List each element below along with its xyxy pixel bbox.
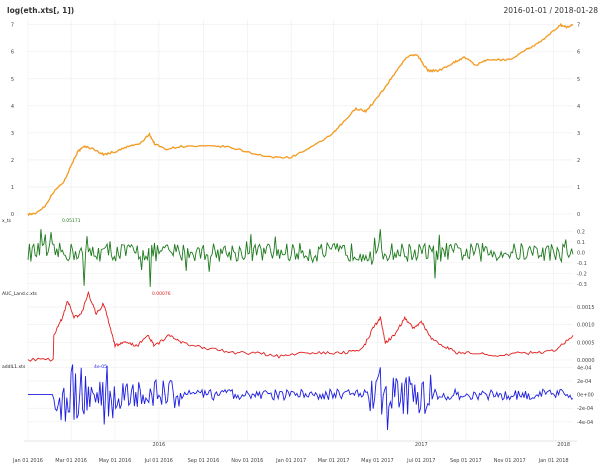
right-axis-tick-label: 0.2 [577,229,585,235]
panel-value-label: 0.00076 [152,291,171,297]
right-axis-tick-label: 5 [577,77,580,83]
right-axis-tick-label: 0.0000 [577,358,595,364]
right-axis-tick-label: 1 [577,185,580,191]
right-axis-tick-label: -4e-04 [577,420,593,426]
right-axis-tick-label: 4 [577,104,580,110]
left-axis-tick-label: 4 [11,104,14,110]
left-axis-tick-label: 6 [11,50,14,56]
x-tick-label: Nov 01 2017 [494,458,526,464]
right-axis-tick-label: 7 [577,23,580,29]
right-axis-tick-label: 0.1 [577,240,585,246]
year-label: 2018 [557,442,570,448]
right-axis-tick-label: 0.0010 [577,323,595,329]
right-axis-tick-label: -2e-04 [577,406,593,412]
series-line-addll1-xts [28,364,574,431]
x-tick-label: May 01 2017 [361,458,394,464]
date-range-label: 2016-01-01 / 2018-01-28 [504,6,599,15]
right-axis-tick-label: -0.1 [577,261,587,267]
series-line-x-ts [27,229,574,287]
left-axis-tick-label: 3 [11,131,14,137]
x-tick-label: Mar 01 2017 [318,458,350,464]
series-line-log-eth-xts-1- [27,22,574,217]
panel-label: addlL1.xts [2,364,26,370]
x-tick-label: Jan 01 2016 [12,458,43,464]
panel-label: x_ts [2,218,12,224]
x-tick-label: Nov 01 2016 [231,458,263,464]
right-axis-tick-label: 2 [577,158,580,164]
right-axis-tick-label: 3 [577,131,580,137]
right-axis-tick-label: -0.3 [577,282,587,288]
year-label: 2016 [152,442,165,448]
right-axis-tick-label: 0.0015 [577,305,595,311]
right-axis-tick-label: 4e-04 [577,365,591,371]
left-axis-tick-label: 7 [11,23,14,29]
x-tick-label: Jul 01 2017 [406,458,435,464]
x-tick-label: May 01 2016 [99,458,132,464]
x-tick-label: Jan 01 2018 [538,458,569,464]
right-axis-tick-label: -0.2 [577,271,587,277]
right-axis-tick-label: 0.0 [577,250,585,256]
chart-title: log(eth.xts[, 1]) [7,6,74,15]
right-axis-tick-label: 2e-04 [577,379,591,385]
x-tick-label: Sep 01 2016 [188,458,220,464]
panel-value-label: 0.05171 [62,218,81,224]
right-axis-tick-label: 0.0005 [577,340,595,346]
x-tick-label: Sep 01 2017 [450,458,482,464]
panel-label: AUC_Land.c.xts [2,291,37,297]
x-tick-label: Mar 01 2016 [55,458,87,464]
panel-value-label: 4e-05 [94,364,107,370]
x-tick-label: Jan 01 2017 [275,458,306,464]
right-axis-tick-label: 0 [577,212,580,218]
left-axis-tick-label: 5 [11,77,14,83]
right-axis-tick-label: 6 [577,50,580,56]
x-tick-label: Jul 01 2016 [144,458,173,464]
series-line-auc-land-c-xts [27,290,574,362]
year-label: 2017 [415,442,428,448]
left-axis-tick-label: 1 [11,185,14,191]
left-axis-tick-label: 0 [11,212,14,218]
right-axis-tick-label: 0e+00 [577,393,594,399]
left-axis-tick-label: 2 [11,158,14,164]
